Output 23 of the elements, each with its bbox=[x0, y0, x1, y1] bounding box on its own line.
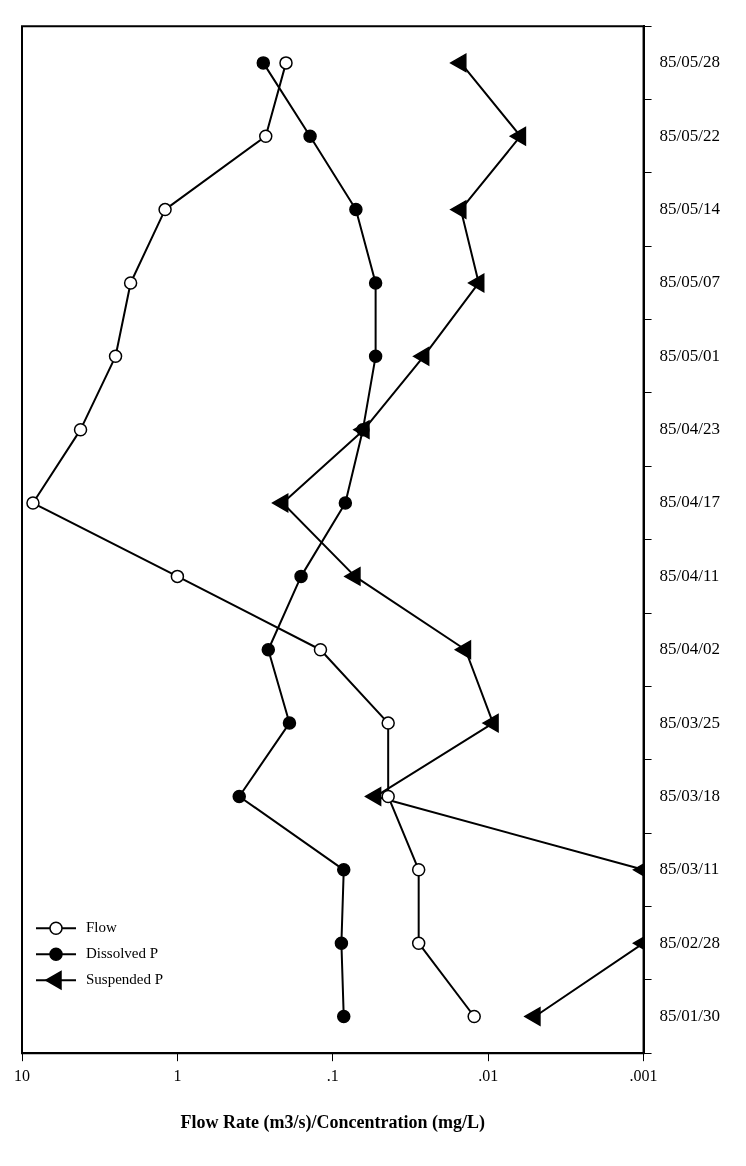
y-tick-label: 85/04/11 bbox=[659, 565, 720, 585]
legend-label: Suspended P bbox=[86, 971, 164, 988]
y-tick-label: 85/04/02 bbox=[659, 639, 721, 659]
x-tick-label: .1 bbox=[326, 1067, 339, 1084]
y-tick-label: 85/03/25 bbox=[659, 712, 721, 732]
y-tick-label: 85/04/23 bbox=[659, 419, 721, 439]
x-tick-label: 1 bbox=[173, 1067, 182, 1084]
y-tick-label: 85/03/18 bbox=[659, 785, 721, 805]
x-tick-label: .01 bbox=[478, 1067, 499, 1084]
y-tick-label: 85/05/14 bbox=[659, 199, 721, 219]
y-tick-label: 85/05/28 bbox=[659, 52, 721, 72]
y-tick-label: 85/05/01 bbox=[659, 345, 721, 365]
y-tick-label: 85/05/22 bbox=[659, 125, 721, 145]
legend-label: Dissolved P bbox=[86, 945, 159, 962]
x-axis-title: Flow Rate (m3/s)/Concentration (mg/L) bbox=[180, 1111, 485, 1133]
y-tick-label: 85/01/30 bbox=[659, 1005, 721, 1025]
y-tick-label: 85/05/07 bbox=[659, 272, 721, 292]
legend-label: Flow bbox=[86, 919, 118, 936]
x-tick-label: .001 bbox=[629, 1067, 658, 1084]
y-tick-label: 85/03/11 bbox=[659, 859, 720, 879]
y-tick-label: 85/04/17 bbox=[659, 492, 721, 512]
x-tick-label: 10 bbox=[14, 1067, 30, 1084]
y-tick-label: 85/02/28 bbox=[659, 932, 721, 952]
